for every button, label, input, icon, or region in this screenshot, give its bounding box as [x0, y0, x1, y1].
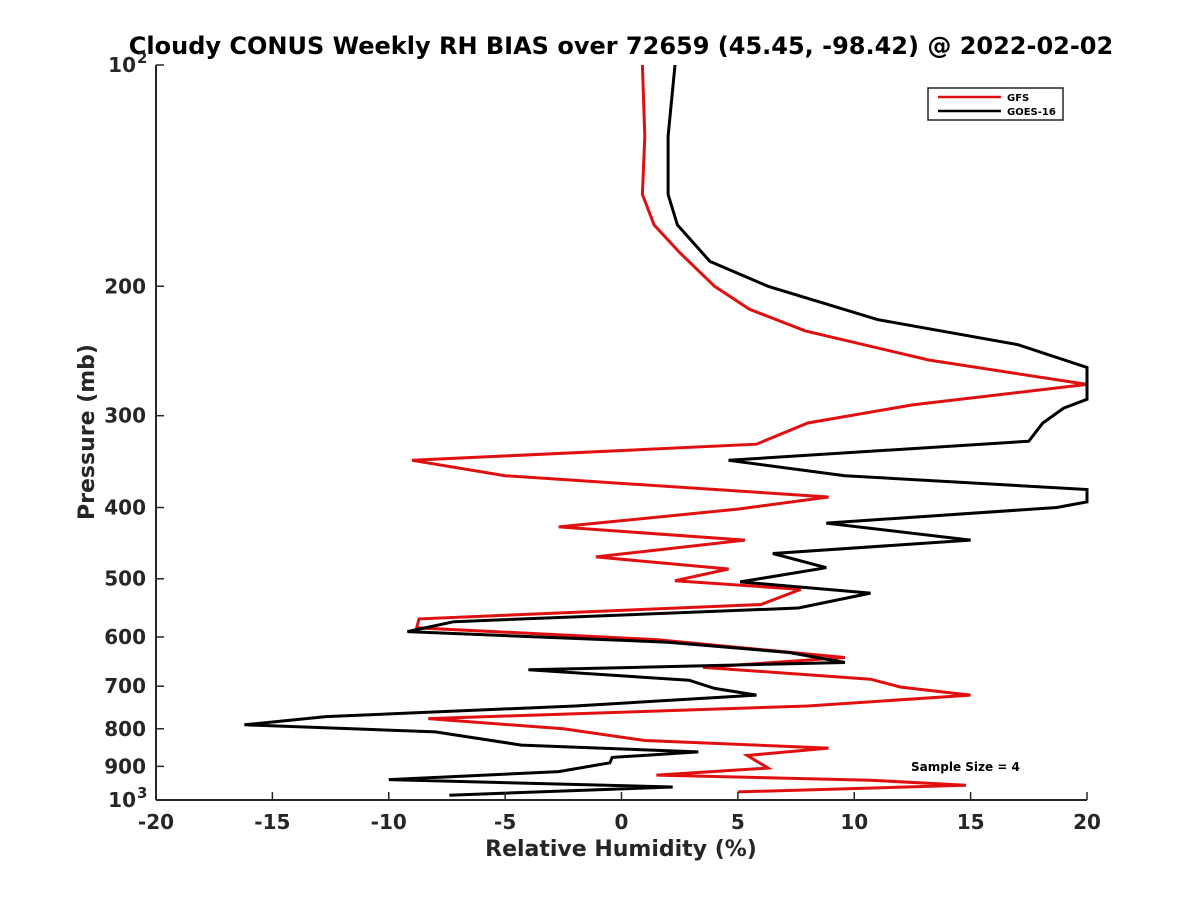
y-tick-label: 200 — [104, 274, 146, 298]
x-ticks: -20 -15 -10 -5 0 5 10 15 20 — [138, 792, 1101, 834]
x-tick-label: 20 — [1073, 810, 1101, 834]
x-tick-label: 0 — [615, 810, 629, 834]
y-tick-label: 300 — [104, 404, 146, 428]
sample-size-annotation: Sample Size = 4 — [911, 760, 1020, 774]
y-tick-label: 400 — [104, 496, 146, 520]
x-tick-label: -20 — [138, 810, 174, 834]
series-line-goes16 — [244, 64, 1089, 797]
legend-label-gfs: GFS — [1007, 93, 1029, 104]
y-tick-exponent: 3 — [137, 784, 147, 802]
x-tick-label: -10 — [371, 810, 407, 834]
y-tick-label: 500 — [104, 567, 146, 591]
series-layer — [244, 64, 1089, 797]
y-tick-label: 800 — [104, 717, 146, 741]
x-tick-label: -5 — [494, 810, 516, 834]
legend-box — [927, 87, 1064, 121]
x-tick-label: -15 — [254, 810, 290, 834]
series-line-gfs — [411, 64, 1088, 794]
y-tick-label: 900 — [104, 754, 146, 778]
x-tick-label: 5 — [731, 810, 745, 834]
y-tick-label: 10 — [108, 788, 136, 812]
x-tick-label: 15 — [957, 810, 985, 834]
y-tick-label: 600 — [104, 625, 146, 649]
chart-title: Cloudy CONUS Weekly RH BIAS over 72659 (… — [129, 32, 1113, 60]
y-tick-label: 700 — [104, 674, 146, 698]
y-axis-label: Pressure (mb) — [75, 344, 100, 520]
x-tick-label: 10 — [840, 810, 868, 834]
y-tick-exponent: 2 — [137, 49, 147, 67]
x-axis-label: Relative Humidity (%) — [485, 837, 757, 862]
y-tick-label: 10 — [108, 53, 136, 77]
legend-label-goes16: GOES-16 — [1007, 107, 1056, 118]
legend: GFS GOES-16 — [927, 87, 1064, 121]
